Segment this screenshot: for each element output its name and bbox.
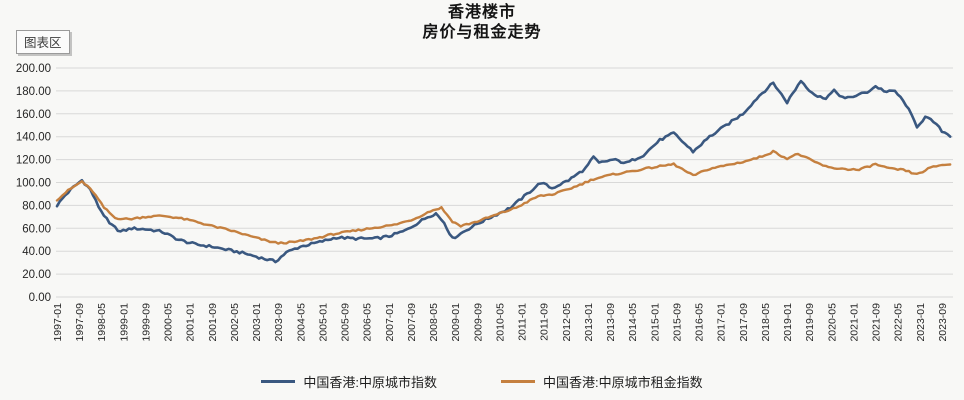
y-axis-tick-label: 60.00 <box>22 223 51 235</box>
x-axis-tick-label: 2019-01 <box>782 303 794 342</box>
x-axis-tick-label: 2005-01 <box>317 303 329 342</box>
x-axis-tick-label: 2003-01 <box>251 303 263 342</box>
x-axis-tick-label: 2019-09 <box>804 303 816 342</box>
x-axis-tick-label: 2014-05 <box>627 303 639 342</box>
x-axis-tick-label: 2010-05 <box>494 303 506 342</box>
series-line-0[interactable] <box>55 79 952 264</box>
x-axis-tick-label: 2009-09 <box>472 303 484 342</box>
x-axis-tick-label: 2002-05 <box>229 303 241 342</box>
x-axis-tick-label: 2000-05 <box>163 303 175 342</box>
chart-title-line1: 香港楼市 <box>447 4 516 21</box>
legend-label-rent-index: 中国香港:中原城市租金指数 <box>543 375 703 390</box>
x-axis-tick-label: 2011-09 <box>539 303 551 341</box>
chart-legend: 中国香港:中原城市指数 中国香港:中原城市租金指数 <box>0 372 964 391</box>
rent-index-line-swatch <box>501 380 535 383</box>
x-axis-tick-label: 2023-09 <box>937 303 949 342</box>
x-axis-tick-label: 2001-09 <box>207 303 219 342</box>
y-axis-tick-label: 80.00 <box>22 200 51 212</box>
x-axis-tick-label: 2020-05 <box>826 303 838 342</box>
x-axis-tick-label: 2022-05 <box>893 303 905 342</box>
x-axis-tick-label: 2009-01 <box>450 303 462 342</box>
price-index-line-swatch <box>261 380 296 383</box>
y-axis-tick-label: 40.00 <box>22 246 51 258</box>
x-axis-tick-label: 2004-05 <box>295 303 307 342</box>
x-axis-tick-label: 2013-01 <box>583 303 595 342</box>
legend-item-rent-index[interactable]: 中国香港:中原城市租金指数 <box>501 372 703 391</box>
x-axis-tick-label: 2008-05 <box>428 303 440 342</box>
x-axis-tick-label: 1997-09 <box>74 303 86 342</box>
x-axis-tick-label: 2016-05 <box>694 303 706 342</box>
chart-area-tooltip: 图表区 <box>16 30 70 54</box>
y-axis-tick-label: 180.00 <box>16 86 51 98</box>
x-axis-tick-label: 2023-01 <box>915 303 927 342</box>
x-axis-tick-label: 2013-09 <box>605 303 617 342</box>
x-axis-tick-label: 2021-01 <box>848 303 860 342</box>
x-axis-tick-label: 1999-09 <box>140 303 152 342</box>
x-axis-tick-label: 2003-09 <box>273 303 285 342</box>
x-axis-tick-label: 2007-01 <box>384 303 396 342</box>
x-axis-tick-label: 2015-01 <box>649 303 661 342</box>
legend-item-price-index[interactable]: 中国香港:中原城市指数 <box>261 372 437 391</box>
x-axis-tick-label: 1999-01 <box>118 303 130 342</box>
x-axis-tick-label: 2007-09 <box>406 303 418 342</box>
x-axis-tick-label: 2001-01 <box>185 303 197 342</box>
y-axis-tick-label: 0.00 <box>29 292 51 304</box>
x-axis-tick-label: 2006-05 <box>362 303 374 342</box>
y-axis-tick-label: 20.00 <box>22 269 51 281</box>
x-axis-tick-label: 2011-01 <box>517 303 529 341</box>
x-axis-tick-label: 2015-09 <box>671 303 683 342</box>
x-axis-tick-label: 2012-05 <box>561 303 573 342</box>
y-axis-tick-label: 100.00 <box>16 178 51 190</box>
x-axis-tick-label: 1997-01 <box>52 303 64 342</box>
y-axis-tick-label: 160.00 <box>16 109 51 121</box>
legend-label-price-index: 中国香港:中原城市指数 <box>303 375 437 390</box>
series-line-1[interactable] <box>55 149 952 245</box>
x-axis-tick-label: 2018-05 <box>760 303 772 342</box>
x-axis-tick-label: 1998-05 <box>96 303 108 342</box>
x-axis-tick-label: 2017-09 <box>738 303 750 342</box>
y-axis-tick-label: 200.00 <box>16 63 51 75</box>
chart-title-line2: 房价与租金走势 <box>422 24 542 41</box>
x-axis-tick-label: 2021-09 <box>871 303 883 342</box>
y-axis-tick-label: 120.00 <box>16 155 51 167</box>
x-axis-tick-label: 2005-09 <box>340 303 352 342</box>
x-axis-tick-label: 2017-01 <box>716 303 728 342</box>
chart-title: 香港楼市 房价与租金走势 <box>0 3 964 43</box>
y-axis-tick-label: 140.00 <box>16 132 51 144</box>
